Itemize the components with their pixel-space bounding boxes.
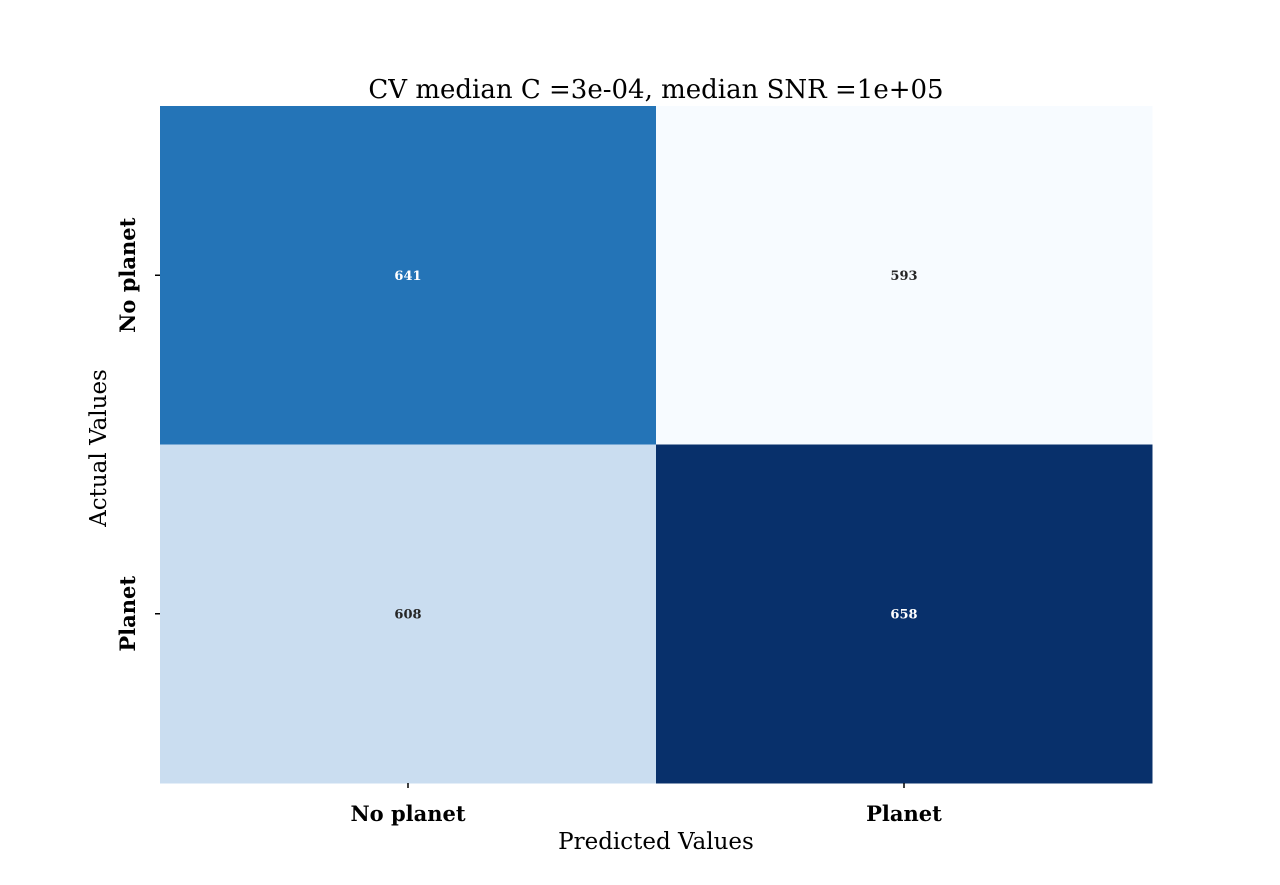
heatmap-cells: [160, 106, 1153, 784]
heatmap-cell: [656, 444, 1153, 784]
x-axis-ticks: No planet Planet: [350, 783, 942, 826]
cell-value-label: 641: [394, 269, 421, 284]
heatmap-cell: [656, 106, 1153, 445]
chart-title: CV median C =3e-04, median SNR =1e+05: [368, 75, 943, 105]
heatmap-cell: [160, 106, 657, 445]
y-axis-label: Actual Values: [86, 369, 112, 528]
cell-value-label: 608: [394, 607, 421, 622]
y-axis-ticks: No planet Planet: [115, 217, 160, 652]
x-axis-label: Predicted Values: [558, 829, 754, 855]
x-tick-label: No planet: [350, 801, 465, 826]
heatmap-cell: [160, 444, 657, 784]
x-tick-label: Planet: [866, 801, 942, 826]
y-tick-label: No planet: [115, 217, 140, 332]
y-tick-label: Planet: [115, 576, 140, 652]
heatmap-cell-labels: 641 593 608 658: [394, 269, 917, 623]
cell-value-label: 593: [890, 269, 917, 284]
cell-value-label: 658: [890, 607, 917, 622]
